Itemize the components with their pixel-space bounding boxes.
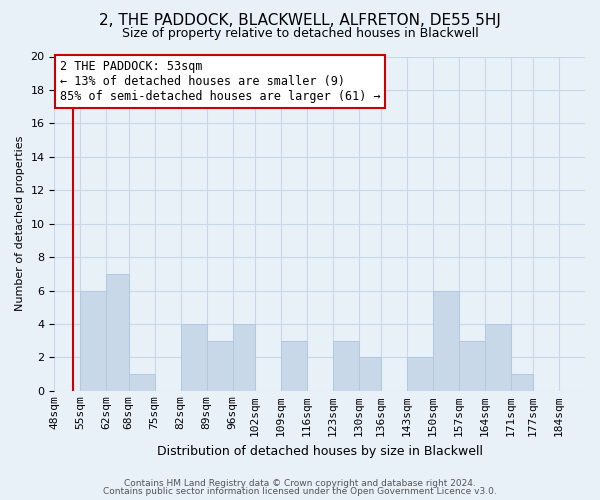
Bar bbox=[181, 324, 206, 391]
Bar bbox=[233, 324, 255, 391]
Y-axis label: Number of detached properties: Number of detached properties bbox=[15, 136, 25, 312]
Text: Size of property relative to detached houses in Blackwell: Size of property relative to detached ho… bbox=[122, 28, 478, 40]
Text: 2 THE PADDOCK: 53sqm
← 13% of detached houses are smaller (9)
85% of semi-detach: 2 THE PADDOCK: 53sqm ← 13% of detached h… bbox=[60, 60, 380, 103]
Bar bbox=[485, 324, 511, 391]
Bar bbox=[407, 358, 433, 391]
Bar bbox=[80, 290, 106, 391]
Bar bbox=[106, 274, 128, 391]
Bar bbox=[359, 358, 381, 391]
Bar bbox=[281, 340, 307, 391]
Bar bbox=[433, 290, 459, 391]
Text: 2, THE PADDOCK, BLACKWELL, ALFRETON, DE55 5HJ: 2, THE PADDOCK, BLACKWELL, ALFRETON, DE5… bbox=[99, 12, 501, 28]
Bar bbox=[206, 340, 233, 391]
Bar bbox=[459, 340, 485, 391]
Text: Contains public sector information licensed under the Open Government Licence v3: Contains public sector information licen… bbox=[103, 487, 497, 496]
Bar bbox=[128, 374, 155, 391]
X-axis label: Distribution of detached houses by size in Blackwell: Distribution of detached houses by size … bbox=[157, 444, 483, 458]
Text: Contains HM Land Registry data © Crown copyright and database right 2024.: Contains HM Land Registry data © Crown c… bbox=[124, 478, 476, 488]
Bar bbox=[511, 374, 533, 391]
Bar bbox=[332, 340, 359, 391]
